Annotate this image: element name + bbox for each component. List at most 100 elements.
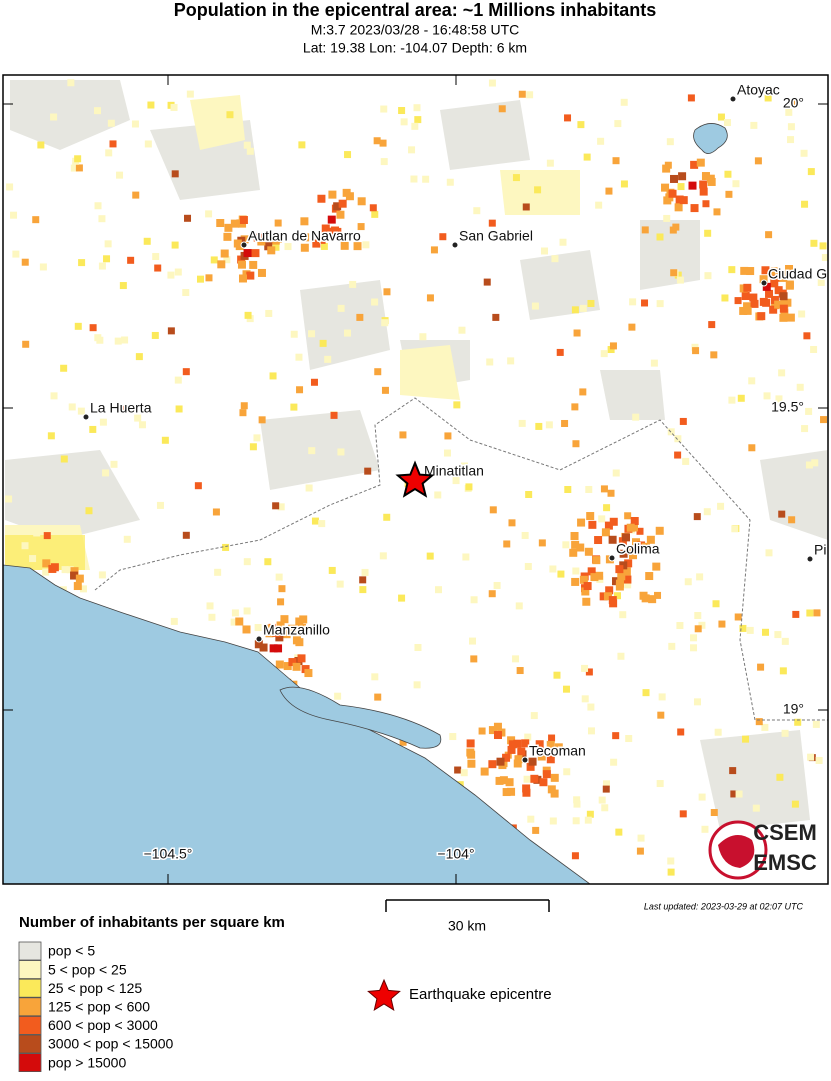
population-cell: [624, 559, 633, 568]
population-cell: [308, 447, 316, 455]
population-cell: [324, 355, 332, 363]
population-cell: [598, 796, 606, 804]
legend-swatch: [18, 960, 42, 979]
population-cell: [622, 533, 631, 542]
population-cell: [488, 590, 496, 598]
population-cell: [785, 265, 794, 274]
population-cell: [573, 800, 581, 808]
population-cell: [233, 239, 242, 248]
population-cell: [134, 414, 142, 422]
population-cell: [803, 332, 811, 340]
population-cell: [792, 610, 800, 618]
population-cell: [602, 785, 610, 793]
population-cell: [75, 164, 83, 172]
population-cell: [646, 535, 655, 544]
population-cell: [676, 622, 684, 630]
population-cell: [546, 755, 555, 764]
population-cell: [615, 565, 624, 574]
population-cell: [624, 581, 632, 589]
population-cell: [584, 816, 592, 824]
population-cell: [811, 459, 819, 467]
population-cell: [119, 282, 127, 290]
population-cell: [559, 238, 567, 246]
population-cell: [277, 598, 285, 606]
population-cell: [143, 237, 151, 245]
city-marker: [451, 241, 459, 249]
population-cell: [584, 547, 593, 556]
population-cell: [712, 600, 720, 608]
population-cell: [810, 345, 818, 353]
population-cell: [110, 460, 118, 468]
population-cell: [77, 407, 85, 415]
population-cell: [787, 123, 795, 131]
population-cell: [422, 175, 430, 183]
population-cell: [488, 760, 497, 769]
population-cell: [701, 825, 709, 833]
population-cell: [426, 552, 434, 560]
population-cell: [739, 306, 748, 315]
population-cell: [429, 385, 437, 393]
population-cell: [779, 292, 788, 301]
legend-swatch: [18, 1034, 42, 1054]
population-cell: [298, 141, 306, 149]
population-cell: [210, 256, 218, 264]
population-cell: [762, 282, 771, 291]
population-cell: [272, 502, 280, 510]
population-cell: [265, 629, 274, 638]
population-cell: [239, 409, 247, 417]
population-cell: [516, 667, 524, 675]
population-cell: [732, 180, 740, 188]
population-cell: [98, 571, 106, 579]
population-cell: [522, 788, 531, 797]
population-cell: [573, 329, 581, 337]
population-cell: [537, 752, 546, 761]
population-cell: [349, 280, 357, 288]
population-cell: [569, 548, 578, 557]
population-cell: [223, 232, 232, 241]
population-cell: [677, 728, 685, 736]
population-cell: [462, 553, 470, 561]
population-cell: [196, 275, 204, 283]
population-cell: [515, 602, 523, 610]
city-marker: [729, 95, 737, 103]
population-cell: [344, 151, 352, 159]
population-cell: [290, 403, 298, 411]
population-cell: [746, 267, 755, 276]
population-cell: [466, 748, 475, 757]
population-cell: [676, 276, 684, 284]
population-cell: [274, 644, 283, 653]
population-cell: [486, 358, 494, 366]
population-cell: [674, 203, 683, 212]
population-cell: [696, 158, 705, 167]
population-cell: [805, 461, 813, 469]
population-cell: [249, 260, 258, 269]
population-cell: [734, 297, 742, 305]
population-cell: [762, 298, 771, 307]
population-cell: [277, 503, 285, 511]
population-cell: [453, 401, 461, 409]
population-cell: [174, 376, 182, 384]
population-cell: [182, 289, 190, 297]
population-cell: [419, 333, 427, 341]
population-cell: [656, 233, 664, 241]
population-cell: [50, 392, 58, 400]
population-cell: [318, 236, 326, 244]
population-cell: [603, 780, 611, 788]
population-cell: [545, 421, 553, 429]
population-cell: [667, 857, 675, 865]
population-cell: [379, 139, 387, 147]
population-cell: [581, 587, 590, 596]
population-cell: [114, 337, 122, 345]
population-cell: [304, 669, 313, 678]
population-cell: [231, 609, 239, 617]
population-cell: [774, 631, 782, 639]
population-cell: [743, 306, 752, 315]
population-cell: [692, 347, 700, 355]
population-cell: [408, 146, 416, 154]
ocean: [3, 564, 591, 884]
population-cell: [182, 531, 190, 539]
population-cell: [737, 394, 745, 402]
population-cell: [586, 810, 594, 818]
population-cell: [585, 485, 593, 493]
population-cell: [604, 521, 613, 530]
